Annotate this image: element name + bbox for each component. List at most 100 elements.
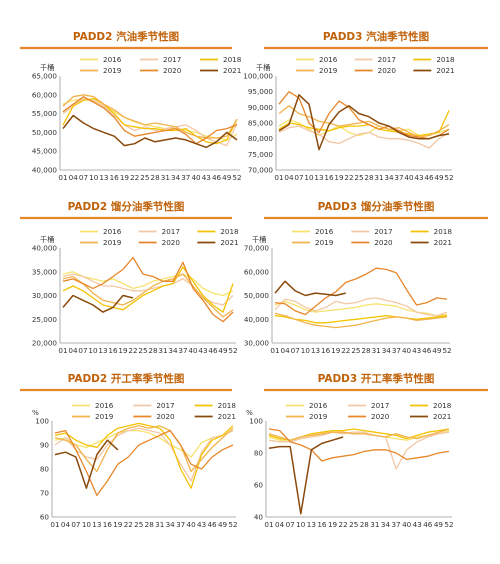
y-tick-label: 30,000: [244, 339, 270, 348]
y-tick-label: 20,000: [32, 339, 58, 348]
x-tick-label: 37: [391, 520, 400, 529]
y-tick-label: 95,000: [248, 87, 274, 96]
chart-title: PADD2 开工率季节性图: [68, 372, 185, 385]
x-tick-label: 07: [71, 520, 80, 529]
x-tick-label: 01: [270, 346, 279, 355]
y-tick-label: 75,000: [248, 150, 274, 159]
y-tick-label: 100: [249, 417, 263, 426]
x-tick-label: 16: [110, 173, 120, 182]
legend-label: 2018: [433, 401, 452, 410]
x-tick-label: 46: [208, 346, 218, 355]
x-tick-label: 13: [98, 346, 107, 355]
x-tick-label: 49: [434, 173, 444, 182]
x-tick-label: 22: [128, 346, 137, 355]
y-tick-label: 60,000: [32, 90, 58, 99]
x-tick-label: 25: [134, 520, 143, 529]
series-line-2021: [62, 114, 238, 149]
x-tick-label: 13: [92, 520, 101, 529]
x-tick-label: 16: [103, 520, 113, 529]
legend-label: 2021: [436, 66, 454, 75]
y-tick-label: 60: [40, 513, 50, 522]
y-tick-label: 80,000: [248, 134, 274, 143]
y-tick-label: 80: [40, 465, 50, 474]
y-tick-label: 45,000: [32, 147, 58, 156]
x-tick-label: 04: [69, 173, 79, 182]
legend-label: 2018: [223, 55, 242, 64]
x-tick-label: 01: [58, 346, 67, 355]
x-tick-label: 01: [58, 173, 67, 182]
x-tick-label: 28: [364, 173, 374, 182]
x-tick-label: 28: [360, 520, 370, 529]
x-tick-label: 01: [274, 173, 283, 182]
x-tick-label: 07: [291, 346, 300, 355]
x-tick-label: 34: [382, 346, 392, 355]
y-tick-label: 65,000: [32, 72, 58, 81]
y-tick-label: 85,000: [248, 119, 274, 128]
series-line-2021: [54, 439, 119, 489]
unit-label: 千桶: [40, 235, 54, 244]
series-line-2018: [274, 315, 448, 324]
x-tick-label: 43: [198, 346, 207, 355]
y-tick-label: 40: [254, 513, 264, 522]
legend-label: 2017: [371, 401, 389, 410]
x-tick-label: 04: [275, 520, 285, 529]
legend-label: 2018: [218, 401, 237, 410]
legend-label: 2018: [220, 227, 239, 236]
x-tick-label: 40: [402, 520, 412, 529]
x-tick-label: 10: [304, 173, 314, 182]
y-tick-label: 90,000: [248, 103, 274, 112]
chart-panel-6: PADD3 开工率季节性图% 2016 2017 2018 2019 2020 2021 10…: [246, 372, 454, 529]
legend-label: 2019: [309, 412, 328, 421]
x-tick-label: 10: [89, 173, 99, 182]
chart-title: PADD3 开工率季节性图: [318, 372, 435, 385]
x-tick-label: 04: [284, 173, 294, 182]
y-tick-label: 80: [254, 449, 264, 458]
legend-label: 2017: [378, 55, 396, 64]
x-tick-label: 07: [286, 520, 295, 529]
x-tick-label: 31: [374, 173, 383, 182]
y-tick-label: 35,000: [32, 267, 58, 276]
y-tick-label: 70,000: [248, 166, 274, 175]
x-tick-label: 49: [434, 520, 444, 529]
y-tick-label: 90: [40, 441, 50, 450]
legend-label: 2017: [162, 227, 180, 236]
x-tick-label: 31: [161, 173, 170, 182]
legend-label: 2016: [315, 227, 334, 236]
series-line-2019: [54, 425, 234, 473]
x-tick-label: 13: [314, 173, 323, 182]
series-line-2017: [54, 427, 234, 482]
x-tick-label: 28: [145, 520, 155, 529]
series-line-2019: [62, 273, 234, 318]
unit-label: 千桶: [252, 235, 266, 244]
x-tick-label: 07: [79, 173, 88, 182]
legend-label: 2019: [315, 238, 334, 247]
x-tick-label: 46: [423, 520, 433, 529]
legend-label: 2020: [162, 238, 181, 247]
x-tick-label: 13: [311, 346, 320, 355]
series-line-2018: [54, 422, 234, 489]
x-tick-label: 10: [296, 520, 306, 529]
x-tick-label: 10: [88, 346, 98, 355]
x-tick-label: 19: [331, 346, 341, 355]
series-line-2018: [278, 110, 450, 137]
x-tick-label: 52: [442, 346, 451, 355]
series-line-2018: [62, 97, 238, 145]
x-tick-label: 49: [218, 346, 228, 355]
legend-label: 2021: [434, 238, 452, 247]
x-tick-label: 19: [334, 173, 344, 182]
x-tick-label: 46: [212, 173, 222, 182]
x-tick-label: 22: [341, 346, 350, 355]
x-tick-label: 25: [138, 346, 147, 355]
x-tick-label: 01: [264, 520, 273, 529]
series-line-2017: [278, 125, 450, 149]
chart-title: PADD3 馏分油季节性图: [318, 200, 435, 213]
y-tick-label: 40,000: [32, 166, 58, 175]
x-tick-label: 40: [404, 173, 414, 182]
legend-label: 2019: [95, 412, 114, 421]
x-tick-label: 37: [394, 173, 403, 182]
x-tick-label: 40: [191, 173, 201, 182]
legend-label: 2021: [433, 412, 451, 421]
legend-label: 2021: [218, 412, 236, 421]
